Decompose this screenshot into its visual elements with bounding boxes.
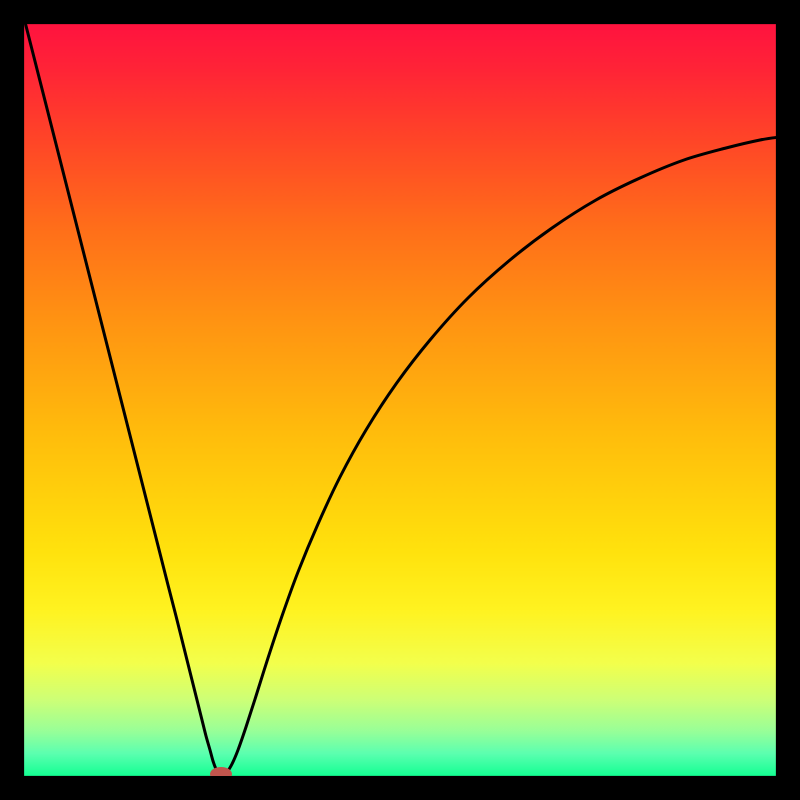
chart-svg: [0, 0, 800, 800]
frame-bottom: [0, 776, 800, 800]
frame-left: [0, 0, 24, 800]
bottleneck-curve: [24, 18, 780, 776]
frame-top: [0, 0, 800, 24]
frame-right: [776, 0, 800, 800]
chart-container: TheBottleneck.com: [0, 0, 800, 800]
